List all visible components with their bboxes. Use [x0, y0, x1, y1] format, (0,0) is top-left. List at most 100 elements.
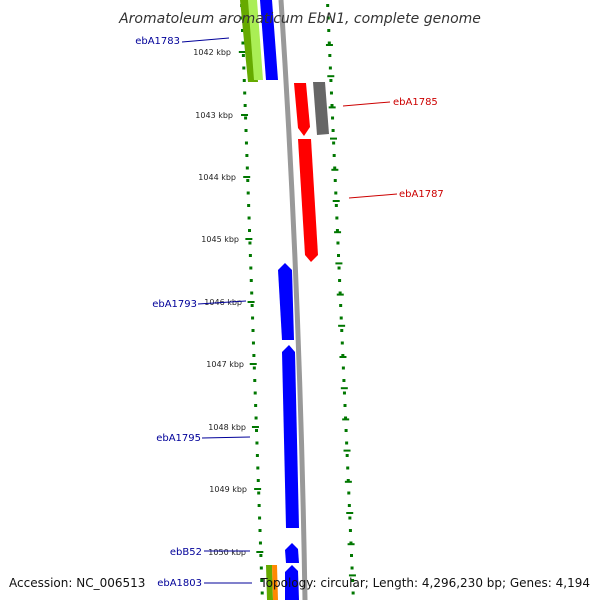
gene-ebA1795-arrow[interactable] [282, 345, 299, 528]
kbp-label-1042: 1042 kbp [193, 48, 231, 57]
feature-green-bottom[interactable] [266, 565, 273, 600]
outer-ring-dot [343, 404, 347, 407]
outer-ring-dot [349, 541, 353, 545]
outer-ring-dot [328, 66, 332, 70]
kbp-label-1048: 1048 kbp [208, 423, 246, 432]
outer-ring-dot [341, 366, 345, 370]
outer-ring-dot [326, 4, 330, 7]
inner-ring-dot [249, 266, 253, 270]
inner-ring-dot [250, 304, 254, 307]
inner-ring-dot [251, 329, 255, 332]
inner-ring-dot [245, 154, 249, 157]
outer-ring-dot [329, 79, 333, 82]
leader-ebA1783 [181, 37, 230, 43]
gene-label-leaders [181, 37, 398, 584]
inner-ring-dot [251, 341, 255, 345]
outer-ring-dot [332, 141, 336, 145]
gene-ebA1787-arrow[interactable] [298, 139, 318, 262]
outer-ring-dot [344, 429, 348, 432]
inner-ring-dot [252, 366, 256, 370]
outer-ring-dot [341, 354, 345, 357]
gene-ebA1783-arrow[interactable] [260, 0, 278, 80]
leader-ebA1787 [348, 193, 398, 199]
outer-ring-dot [348, 516, 352, 520]
inner-ring-dot [246, 191, 250, 195]
inner-tick-ring [240, 4, 264, 595]
outer-ring-dot [329, 91, 333, 95]
outer-ring-dot [333, 179, 337, 182]
gene-label-ebA1783[interactable]: ebA1783 [135, 36, 180, 47]
gene-ebA1793-arrow[interactable] [278, 263, 294, 340]
inner-ring-dot [255, 454, 259, 457]
outer-ring-dot [348, 529, 352, 532]
accession-label: Accession: NC_006513 [9, 576, 145, 590]
kbp-label-1049: 1049 kbp [209, 485, 247, 494]
outer-ring-dot [350, 554, 354, 557]
genome-backbone-arc [278, 0, 308, 600]
leader-ebA1785 [342, 101, 391, 107]
inner-ring-dot [257, 504, 261, 507]
inner-ring-dot [260, 591, 264, 595]
outer-ring-dot [332, 154, 336, 157]
inner-ring-dot [259, 566, 263, 570]
outer-ring-dot [339, 304, 343, 307]
outer-ring-dot [331, 129, 335, 132]
outer-ring-dot [351, 579, 355, 582]
inner-ring-dot [251, 316, 255, 320]
outer-ring-dot [340, 329, 344, 332]
gene-label-ebA1793[interactable]: ebA1793 [152, 299, 197, 310]
inner-ring-dot [260, 579, 264, 582]
leader-ebA1795 [201, 436, 251, 439]
gene-ebA1785-grey[interactable] [313, 82, 329, 135]
leader-ebA1793 [197, 300, 247, 305]
inner-ring-dot [255, 429, 259, 432]
feature-orange-bottom[interactable] [272, 565, 278, 600]
outer-tick-ring [326, 4, 355, 595]
kbp-label-1045: 1045 kbp [201, 235, 239, 244]
gene-label-ebA1795[interactable]: ebA1795 [156, 433, 201, 444]
inner-ring-dot [258, 529, 262, 532]
map-title: Aromatoleum aromaticum EbN1, complete ge… [118, 11, 481, 27]
inner-ring-dot [246, 179, 250, 182]
feature-lime-top[interactable] [248, 0, 263, 80]
inner-ring-dot [249, 279, 253, 282]
inner-ring-dot [241, 41, 245, 45]
outer-ring-dot [335, 216, 339, 220]
outer-ring-dot [328, 54, 332, 57]
gene-label-ebB52[interactable]: ebB52 [170, 547, 202, 558]
outer-ring-dot [330, 104, 334, 107]
inner-ring-dot [257, 491, 261, 495]
kbp-label-1043: 1043 kbp [195, 111, 233, 120]
gene-ebB52-arrow[interactable] [285, 543, 299, 563]
outer-ring-dot [334, 191, 338, 195]
outer-ring-dot [331, 116, 335, 120]
gene-ebA1803-arrow[interactable] [285, 565, 299, 600]
inner-ring-dot [244, 116, 248, 120]
inner-ring-dot [254, 404, 258, 407]
inner-ring-dot [242, 66, 246, 70]
topology-label: Topology: circular; Length: 4,296,230 bp… [259, 576, 590, 590]
outer-ring-dot [338, 291, 342, 295]
gene-label-ebA1787[interactable]: ebA1787 [399, 189, 444, 200]
outer-ring-dot [327, 29, 331, 32]
outer-ring-dot [347, 504, 351, 507]
inner-ring-dot [255, 441, 259, 445]
gene-ebA1785-arrow[interactable] [294, 83, 310, 136]
outer-ring-dot [337, 254, 341, 257]
inner-ring-dot [248, 241, 252, 245]
outer-ring-dot [337, 266, 341, 270]
gene-label-ebA1803[interactable]: ebA1803 [157, 578, 202, 589]
outer-ring-dot [339, 316, 343, 320]
inner-ring-dot [243, 91, 247, 95]
inner-ring-dot [245, 166, 249, 170]
gene-label-ebA1785[interactable]: ebA1785 [393, 97, 438, 108]
inner-ring-dot [250, 291, 254, 295]
inner-ring-dot [253, 379, 257, 382]
inner-ring-dot [254, 416, 258, 420]
inner-ring-dot [252, 354, 256, 357]
inner-ring-dot [243, 104, 247, 107]
outer-ring-dot [338, 279, 342, 282]
inner-ring-dot [248, 254, 252, 257]
